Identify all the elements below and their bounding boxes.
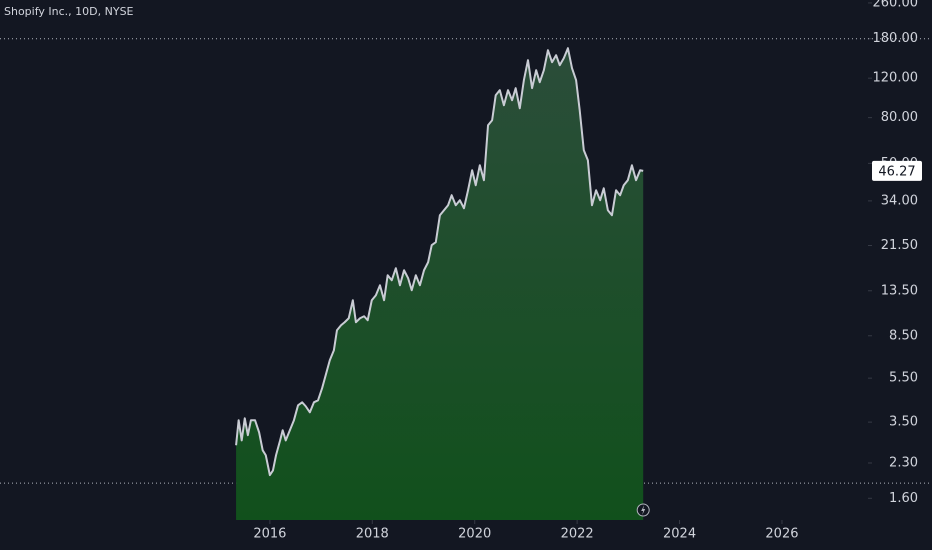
chart-title: Shopify Inc., 10D, NYSE [4, 5, 134, 18]
y-tick-label: 80.00 [881, 110, 918, 125]
x-tick-label: 2024 [663, 527, 696, 542]
price-line [235, 47, 644, 477]
y-tick-label: 5.50 [889, 371, 918, 386]
y-tick-label: 2.30 [889, 455, 918, 470]
y-tick-label: 34.00 [881, 193, 918, 208]
y-tick-label: 3.50 [889, 415, 918, 430]
y-tick-label: 21.50 [881, 238, 918, 253]
x-tick-label: 2020 [458, 527, 491, 542]
x-tick-label: 2016 [253, 527, 286, 542]
y-tick-label: 180.00 [873, 31, 919, 46]
area-fill [236, 48, 644, 520]
y-tick-label: 120.00 [873, 71, 919, 86]
x-tick-label: 2022 [561, 527, 594, 542]
last-price-box [872, 160, 922, 181]
y-tick-label: 260.00 [873, 0, 919, 10]
y-tick-label: 8.50 [889, 328, 918, 343]
x-tick-label: 2018 [356, 527, 389, 542]
y-tick-label: 13.50 [881, 283, 918, 298]
y-tick-label: 1.60 [889, 491, 918, 506]
last-price-label: 46.27 [878, 164, 915, 179]
event-icon-bolt [641, 505, 646, 515]
x-tick-label: 2026 [765, 527, 798, 542]
